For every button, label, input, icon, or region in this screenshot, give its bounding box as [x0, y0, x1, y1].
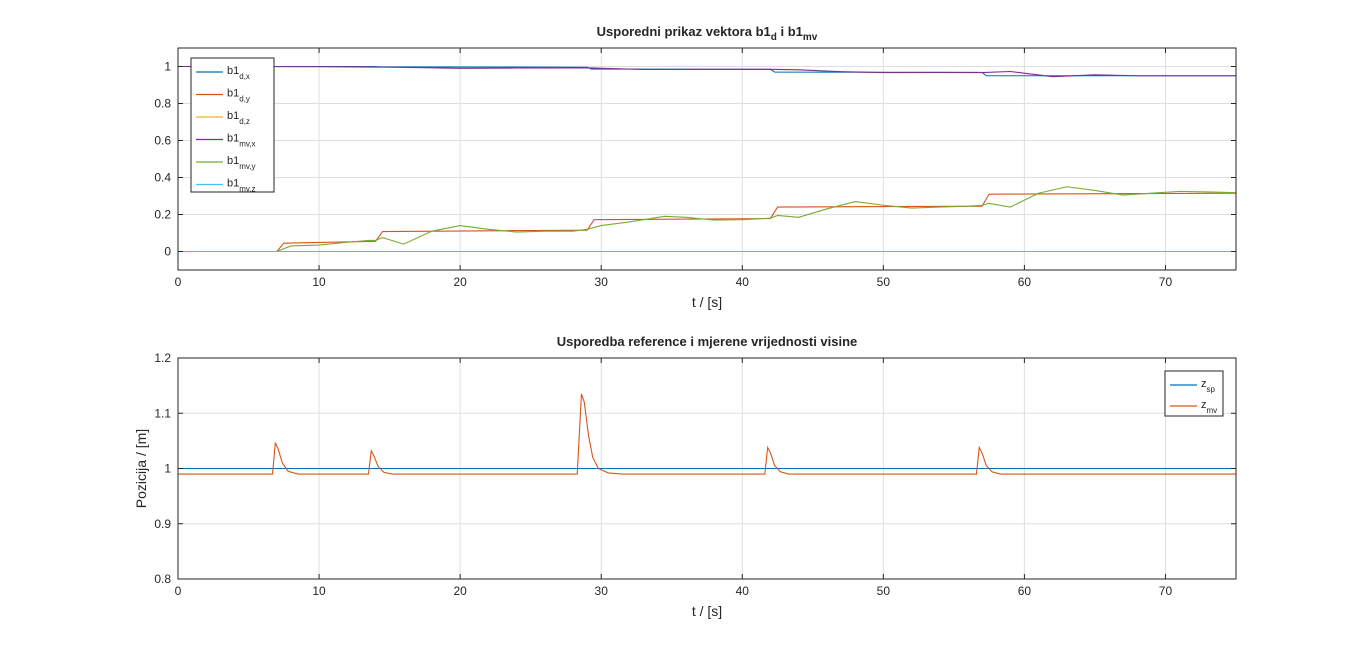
y-tick-label: 0.2	[154, 208, 171, 222]
subscript: mv,x	[239, 140, 255, 149]
text-run: z	[1201, 399, 1207, 411]
legend-entry: b1d,y	[227, 88, 250, 104]
x-tick-label: 50	[877, 275, 891, 289]
legend-entry: zmv	[1201, 399, 1217, 415]
subscript: d,z	[239, 117, 250, 126]
chart-altitude: 0 10 20 30 40 50 60 70 0.8 0.9 1 1.1 1.2 t / [s] Pozic…	[133, 334, 1237, 619]
subscript: d,y	[239, 95, 250, 104]
x-tick-label: 40	[736, 275, 750, 289]
subscript: mv	[803, 32, 818, 43]
x-tick-label: 10	[312, 584, 326, 598]
x-tick-label: 30	[595, 275, 609, 289]
legend-box	[1164, 370, 1224, 417]
text-run: b1	[227, 88, 239, 100]
y-axis-label: Pozicija / [m]	[133, 429, 149, 508]
text-run: i b1	[777, 24, 803, 39]
subscript: mv,z	[239, 185, 255, 194]
legend-entry: b1mv,z	[227, 178, 256, 194]
text-run: b1	[227, 133, 239, 145]
legend-entry: b1d,z	[227, 110, 250, 126]
text-run: z	[1201, 378, 1207, 390]
x-tick-label: 0	[175, 275, 182, 289]
x-tick-label: 60	[1018, 584, 1032, 598]
x-tick-label: 60	[1018, 275, 1032, 289]
axes-box	[177, 47, 1237, 271]
y-tick-label: 0	[164, 245, 171, 259]
x-tick-label: 20	[453, 584, 467, 598]
subscript: mv,y	[239, 162, 255, 171]
y-tick-label: 0.9	[154, 517, 171, 531]
series-line-z-mv	[178, 393, 1236, 475]
chart-title: Usporedba reference i mjerene vrijednost…	[557, 334, 858, 349]
y-tick-label: 1	[164, 462, 171, 476]
x-tick-label: 30	[595, 584, 609, 598]
y-tick-label: 1	[164, 60, 171, 74]
series-line-b1-mv-y	[276, 186, 1237, 253]
x-tick-label: 70	[1159, 275, 1173, 289]
x-tick-label: 0	[175, 584, 182, 598]
legend-entry: zsp	[1201, 378, 1216, 394]
x-tick-label: 10	[312, 275, 326, 289]
subscript: d,x	[239, 72, 250, 81]
y-tick-label: 1.1	[154, 406, 171, 420]
y-tick-label: 0.6	[154, 134, 171, 148]
subscript: mv	[1207, 406, 1218, 415]
series-line-b1-mv-x	[177, 65, 1236, 78]
legend-box	[190, 57, 275, 193]
x-tick-label: 70	[1159, 584, 1173, 598]
subscript: d	[771, 32, 777, 43]
text-run: Usporedni prikaz vektora b1	[597, 24, 771, 39]
text-run: b1	[227, 65, 239, 77]
y-tick-label: 0.8	[154, 572, 171, 586]
plot-area	[178, 48, 1236, 270]
legend-entry: b1mv,x	[227, 133, 256, 149]
x-tick-label: 40	[736, 584, 750, 598]
subscript: sp	[1207, 385, 1216, 394]
x-tick-label: 20	[453, 275, 467, 289]
text-run: b1	[227, 178, 239, 190]
text-run: Usporedba reference i mjerene vrijednost…	[557, 334, 858, 349]
y-tick-label: 1.2	[154, 351, 171, 365]
y-tick-label: 0.8	[154, 97, 171, 111]
text-run: b1	[227, 110, 239, 122]
y-tick-label: 0.4	[154, 171, 171, 185]
text-run: b1	[227, 155, 239, 167]
chart-orientation-vectors: 0 10 20 30 40 50 60 70 0 0.2 0.4 0.6 0.8 1 t / [s] Uspo…	[154, 24, 1237, 310]
x-axis-label: t / [s]	[692, 294, 722, 310]
legend-entry: b1d,x	[227, 65, 250, 81]
chart-title: Usporedni prikaz vektora b1d i b1mv	[597, 24, 818, 43]
x-axis-label: t / [s]	[692, 603, 722, 619]
legend-entry: b1mv,y	[227, 155, 256, 171]
x-tick-label: 50	[877, 584, 891, 598]
